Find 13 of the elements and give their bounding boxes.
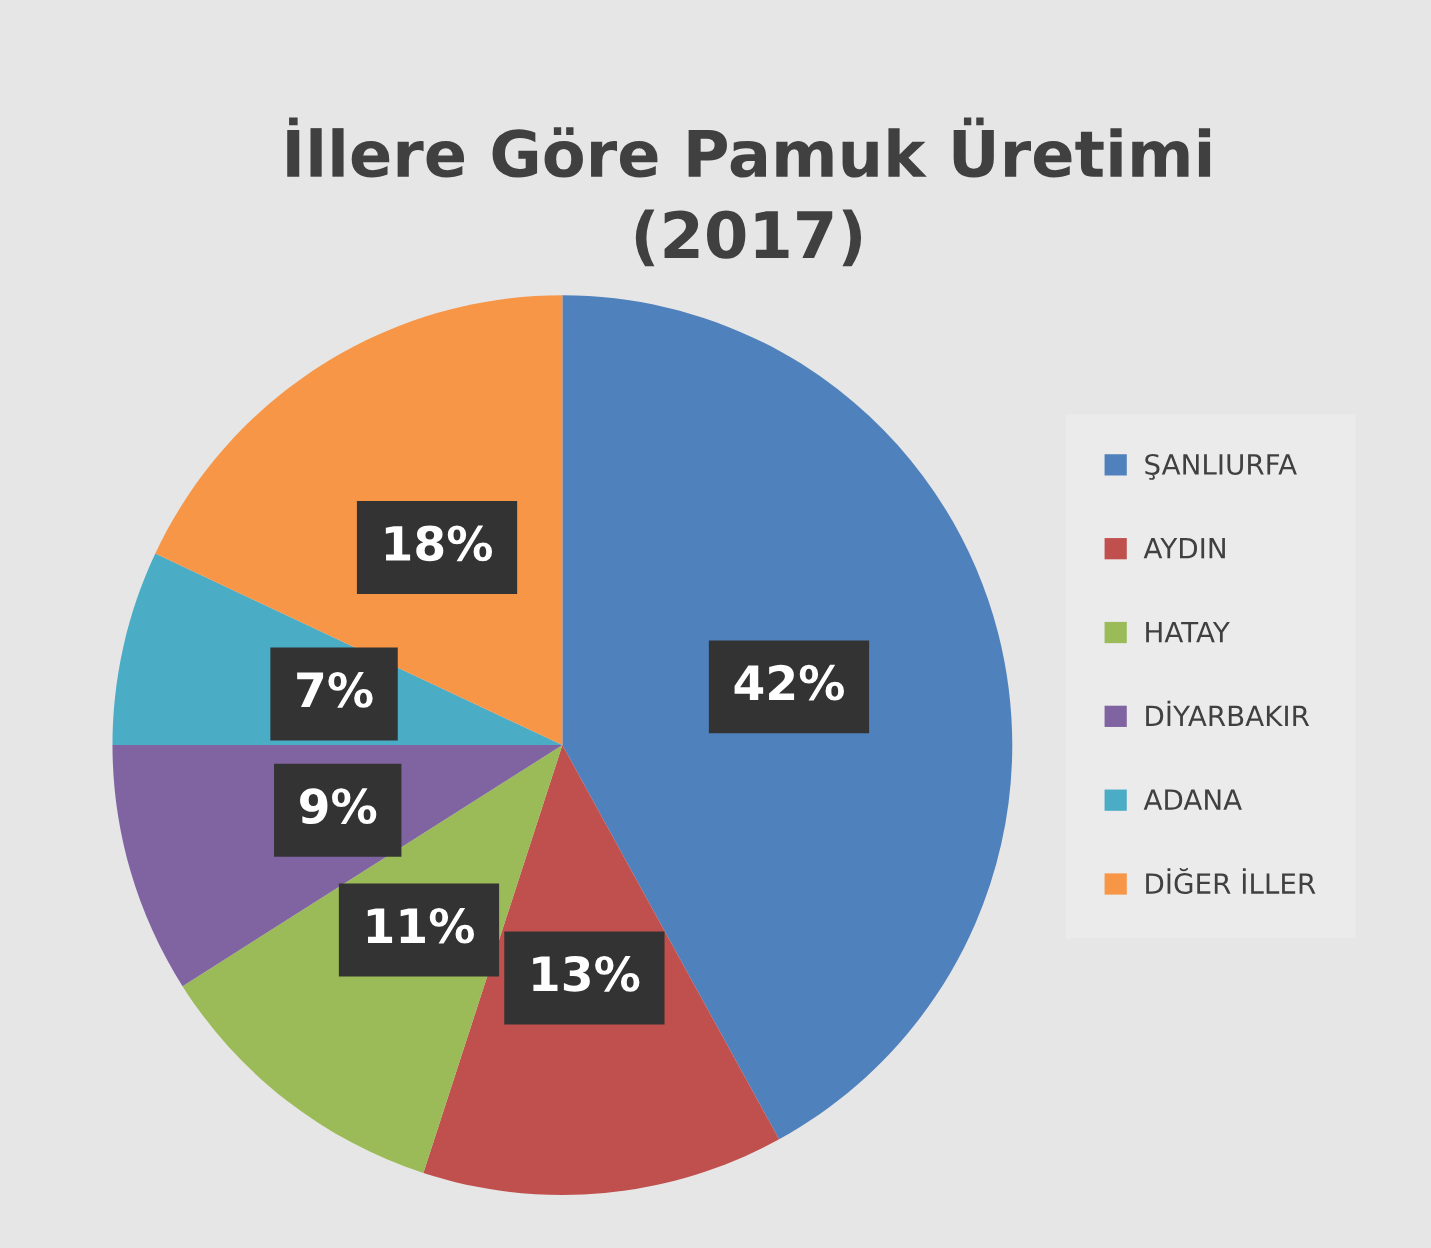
- legend-label: ADANA: [1143, 789, 1242, 810]
- data-label: 13%: [533, 955, 640, 992]
- data-label: 7%: [297, 672, 373, 708]
- legend-label: DİĞER İLLER: [1146, 867, 1316, 895]
- legend-label: ŞANLIURFA: [1145, 453, 1297, 480]
- data-label: 11%: [367, 907, 475, 944]
- data-label: 42%: [734, 664, 844, 701]
- legend-label: AYDIN: [1143, 538, 1225, 559]
- data-label: 9%: [300, 788, 377, 825]
- chart-title: İllere Göre Pamuk Üretimi (2017): [287, 117, 1211, 267]
- legend-label: DİYARBAKIR: [1146, 700, 1310, 726]
- legend-label: HATAY: [1146, 621, 1230, 643]
- data-label: 18%: [385, 525, 493, 562]
